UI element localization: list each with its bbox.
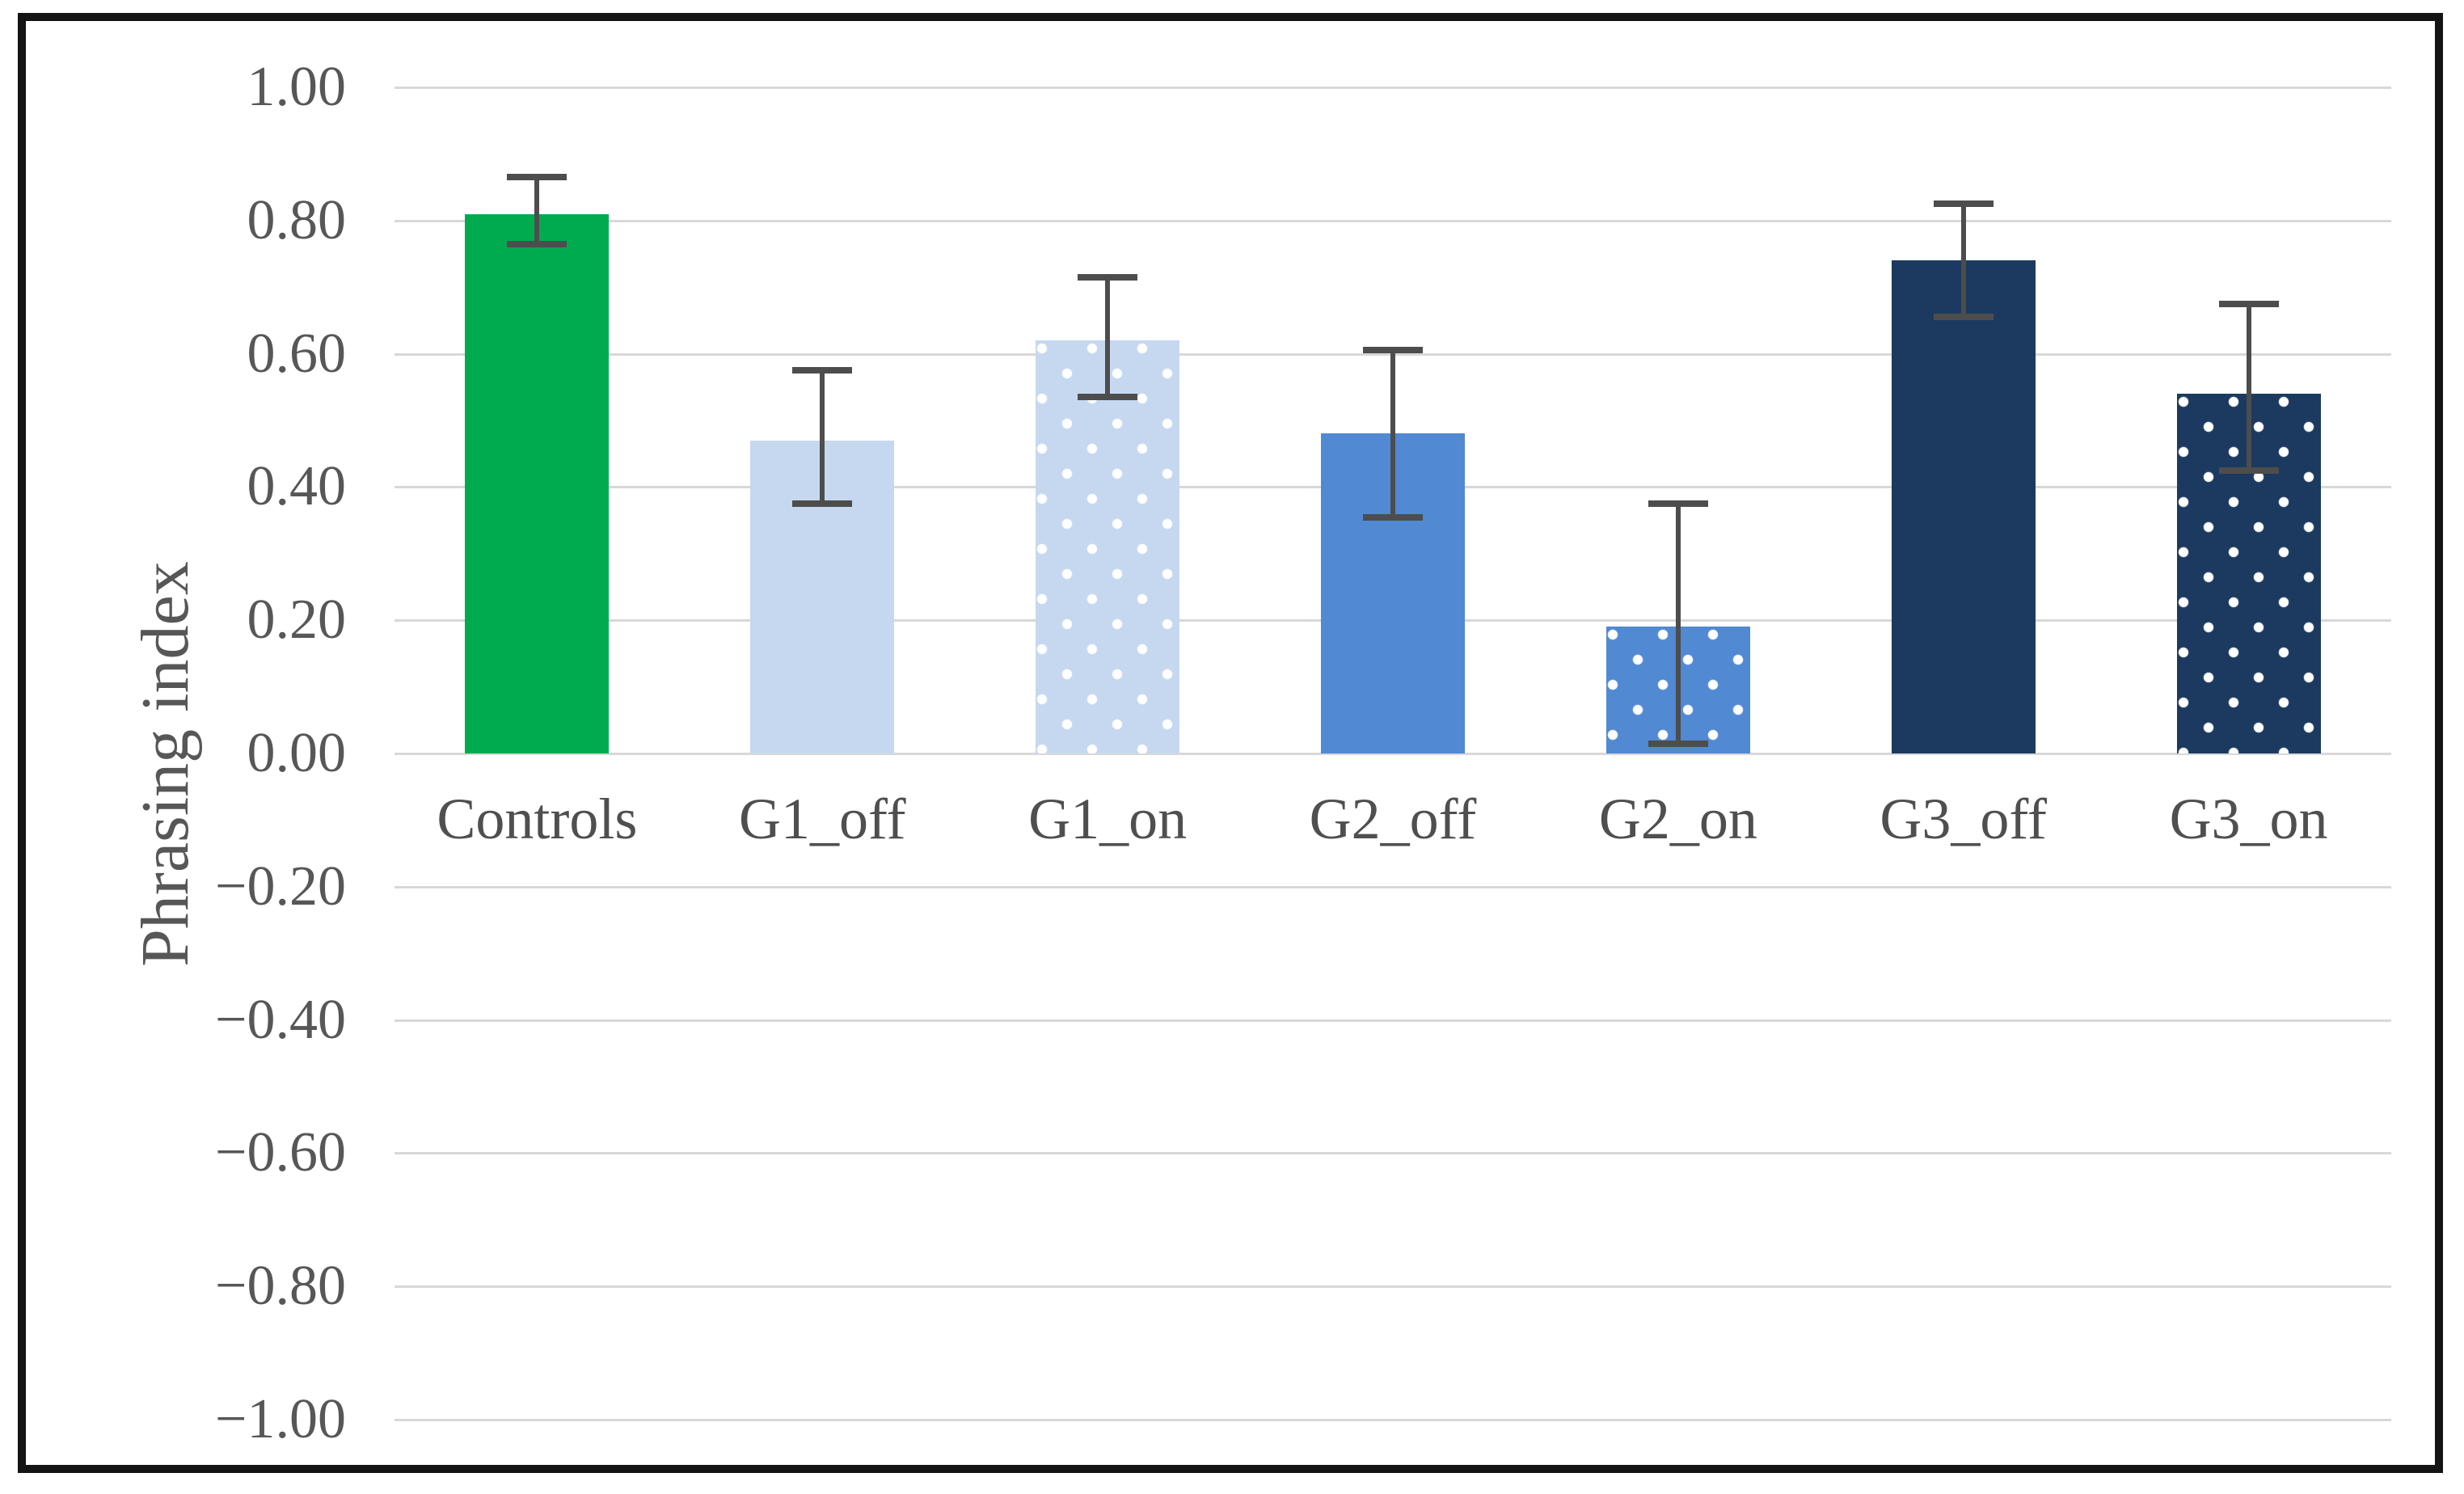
error-bar-stem [820,367,825,508]
error-bar-stem [534,174,540,247]
y-tick-label: −0.60 [215,1121,346,1184]
error-bar-g2_on [1648,500,1708,747]
x-category-label: G1_off [738,787,906,851]
x-category-label: G1_on [1028,787,1188,851]
y-tick-label: −0.80 [215,1255,346,1318]
chart-border [18,13,2443,1473]
error-bar-cap-bottom [792,500,853,508]
gridline [394,1285,2391,1289]
error-bar-cap-bottom [507,240,567,247]
error-bar-stem [2246,300,2251,474]
y-tick-label: 1.00 [247,56,347,118]
error-bar-cap-top [1363,347,1423,354]
gridline [394,1152,2391,1155]
error-bar-cap-top [2218,300,2279,307]
y-tick-label: −0.20 [215,855,346,918]
error-bar-g1_off [792,367,853,508]
x-category-label: G2_on [1598,787,1757,851]
gridline [394,219,2391,222]
x-category-label: Controls [437,787,638,851]
error-bar-stem [1390,347,1395,521]
error-bar-cap-bottom [2218,466,2279,474]
error-bar-g1_on [1078,273,1138,401]
gridline [394,87,2391,89]
y-tick-label: 0.40 [247,455,347,518]
y-tick-label: 0.80 [247,188,347,251]
x-category-label: G3_on [2169,787,2328,851]
error-bar-cap-bottom [1648,740,1708,747]
error-bar-cap-top [792,367,853,374]
y-tick-label: 0.60 [247,322,347,385]
gridline [394,753,2391,755]
gridline [394,1019,2391,1022]
error-bar-cap-bottom [1933,314,1994,321]
error-bar-controls [507,174,567,247]
y-tick-label: −0.40 [215,988,346,1051]
bar-g3_off [1891,260,2036,753]
error-bar-g3_on [2218,300,2279,474]
bar-controls [465,213,610,753]
error-bar-stem [1675,500,1681,747]
error-bar-cap-top [507,174,567,181]
y-tick-label: 0.20 [247,589,347,652]
y-tick-label: −1.00 [215,1388,346,1450]
gridline [394,1419,2391,1421]
y-tick-label: 0.00 [247,722,347,784]
error-bar-stem [1105,273,1111,401]
error-bar-cap-bottom [1363,513,1423,521]
error-bar-cap-top [1648,500,1708,507]
gridline [394,885,2391,888]
error-bar-stem [1960,200,1966,321]
x-category-label: G3_off [1880,787,2048,851]
error-bar-g3_off [1933,200,1994,321]
error-bar-cap-top [1933,200,1994,208]
error-bar-cap-bottom [1078,394,1138,401]
error-bar-g2_off [1363,347,1423,521]
x-category-label: G2_off [1309,787,1477,851]
error-bar-cap-top [1078,273,1138,281]
bar-g1_on [1036,340,1180,753]
